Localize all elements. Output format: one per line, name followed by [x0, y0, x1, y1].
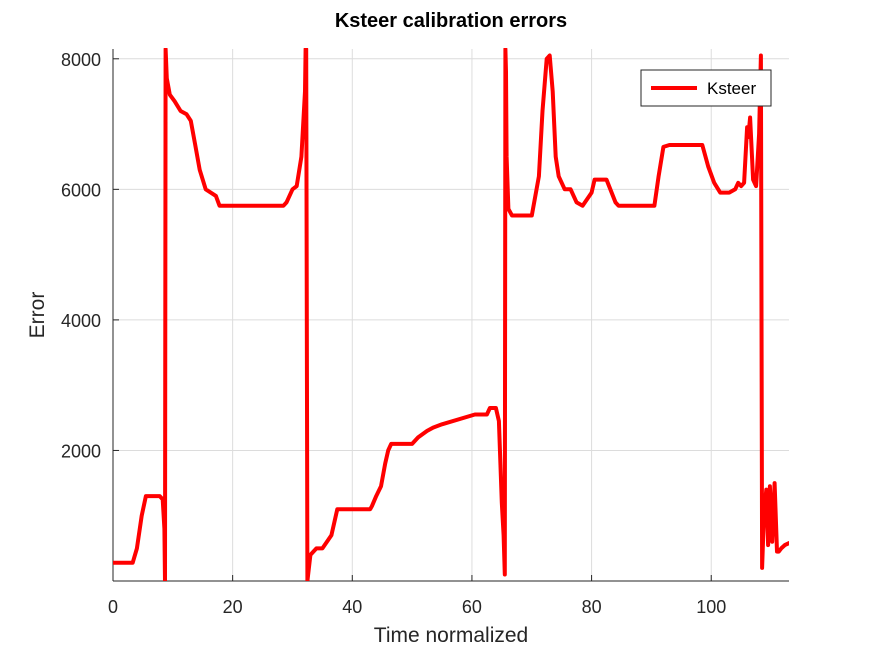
x-tick-label: 20	[223, 597, 243, 617]
axes	[112, 49, 789, 582]
y-axis-label: Error	[26, 292, 49, 339]
y-tick-label: 2000	[61, 441, 101, 461]
x-tick-label: 100	[696, 597, 726, 617]
x-axis-label: Time normalized	[374, 624, 528, 647]
x-tick-label: 80	[582, 597, 602, 617]
x-tick-label: 60	[462, 597, 482, 617]
tick-labels: 0 20 40 60 80 100 2000 4000 6000 8000	[61, 50, 726, 617]
plot-area	[113, 49, 789, 581]
grid	[113, 49, 789, 581]
chart-title: Ksteer calibration errors	[335, 10, 567, 32]
x-tick-label: 0	[108, 597, 118, 617]
y-tick-label: 6000	[61, 180, 101, 200]
legend: Ksteer	[640, 69, 772, 107]
x-tick-label: 40	[342, 597, 362, 617]
series-layer	[113, 48, 789, 581]
y-tick-label: 4000	[61, 311, 101, 331]
legend-entry-label: Ksteer	[707, 79, 756, 98]
y-tick-label: 8000	[61, 50, 101, 70]
series-line-ksteer	[113, 48, 789, 581]
